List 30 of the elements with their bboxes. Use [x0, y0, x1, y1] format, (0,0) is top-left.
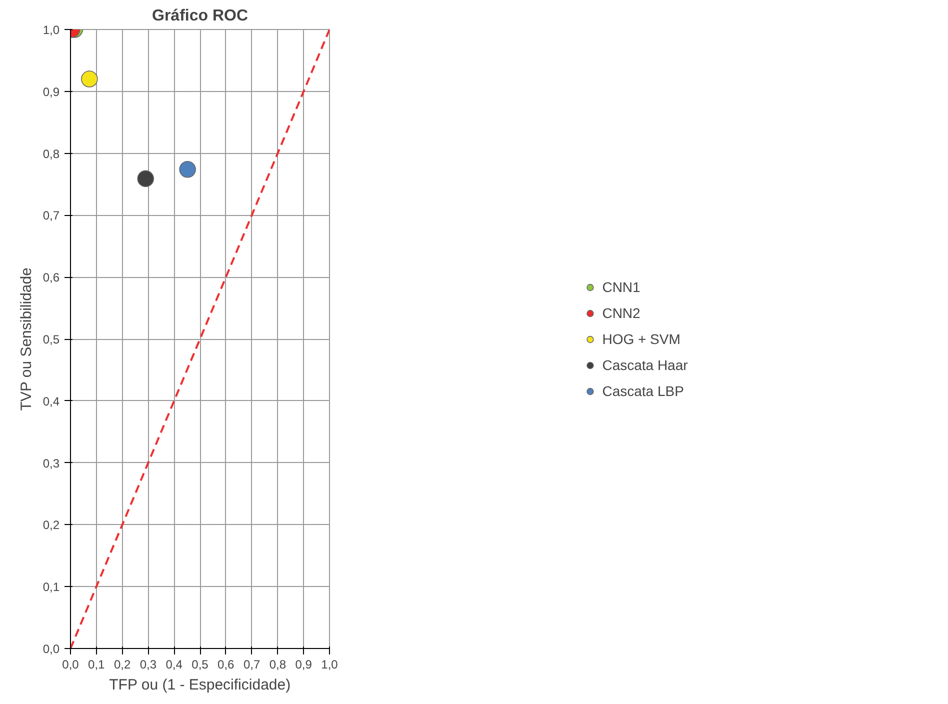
y-tick-label: 0,2 [42, 518, 60, 532]
x-axis-title: TFP ou (1 - Especificidade) [109, 676, 291, 694]
chart-title: Gráfico ROC [152, 8, 248, 24]
legend-label: HOG + SVM [602, 330, 680, 346]
x-tick-label: 1,0 [321, 658, 338, 672]
y-tick-label: 0,4 [42, 394, 60, 408]
y-axis-title: TVP ou Sensibilidade [18, 268, 35, 411]
y-tick-label: 0,8 [42, 146, 60, 161]
x-tick-label: 0,9 [295, 658, 312, 672]
x-tick-label: 0,2 [114, 658, 131, 672]
y-tick-label: 1,0 [42, 23, 60, 37]
legend-label: CNN2 [602, 304, 640, 320]
y-tick-label: 0,0 [42, 642, 60, 656]
legend-label: Cascata Haar [602, 356, 688, 372]
y-tick-label: 0,6 [42, 270, 60, 285]
x-tick-label: 0,7 [243, 658, 260, 672]
x-tick-label: 0,1 [88, 658, 106, 672]
x-tick-label: 0,4 [166, 658, 183, 672]
y-tick-label: 0,5 [42, 332, 60, 346]
y-tick-label: 0,9 [42, 84, 60, 99]
x-tick-label: 0,0 [62, 658, 80, 672]
x-tick-label: 0,8 [269, 658, 286, 672]
y-tick-label: 0,7 [42, 208, 60, 223]
y-tick-label: 0,1 [42, 580, 60, 594]
legend-label: Cascata LBP [602, 382, 684, 398]
x-tick-label: 0,3 [140, 658, 157, 672]
legend-label: CNN1 [602, 278, 640, 294]
x-tick-label: 0,5 [192, 658, 209, 672]
x-tick-label: 0,6 [218, 658, 235, 672]
y-tick-label: 0,3 [42, 456, 60, 470]
